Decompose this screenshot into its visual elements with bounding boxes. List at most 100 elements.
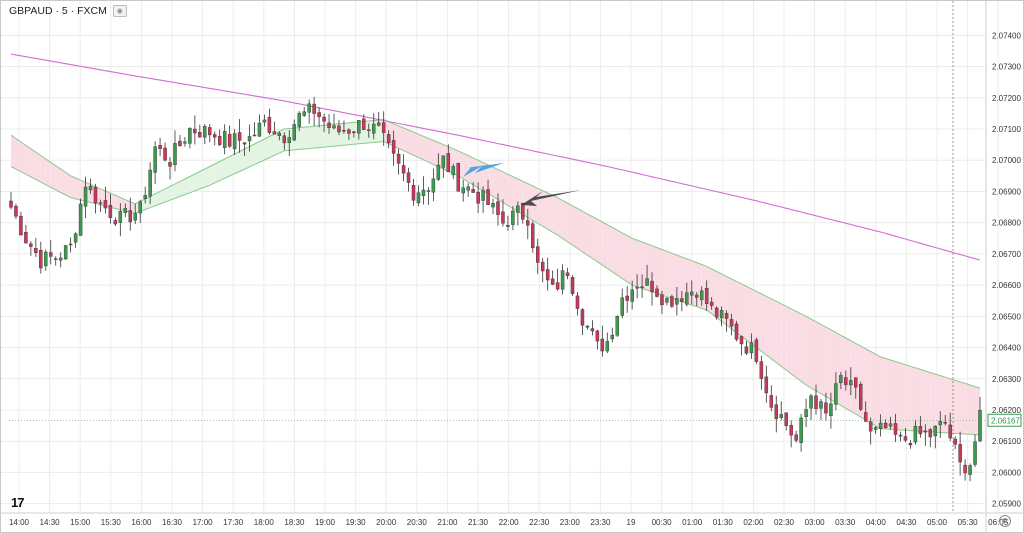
candle[interactable] <box>357 120 361 140</box>
candle[interactable] <box>789 420 793 448</box>
candle[interactable] <box>247 124 252 152</box>
candle[interactable] <box>550 270 555 286</box>
candle[interactable] <box>128 197 133 231</box>
candle[interactable] <box>367 123 371 138</box>
candle[interactable] <box>948 412 952 442</box>
candle[interactable] <box>734 320 739 342</box>
candles[interactable] <box>9 96 982 482</box>
candle[interactable] <box>973 434 977 468</box>
candle[interactable] <box>744 340 749 355</box>
candle[interactable] <box>73 232 78 248</box>
eye-icon[interactable]: ◉ <box>112 5 127 17</box>
candle[interactable] <box>362 114 366 131</box>
candle[interactable] <box>277 131 282 141</box>
candle[interactable] <box>441 155 446 178</box>
candle[interactable] <box>913 419 918 445</box>
candle[interactable] <box>794 430 798 443</box>
candle[interactable] <box>968 463 972 482</box>
candle[interactable] <box>759 355 764 390</box>
candle[interactable] <box>307 99 311 124</box>
candle[interactable] <box>158 137 162 157</box>
candle[interactable] <box>342 120 346 135</box>
candle[interactable] <box>193 115 197 145</box>
candle[interactable] <box>486 179 490 205</box>
candle[interactable] <box>978 396 982 443</box>
candle[interactable] <box>570 274 575 296</box>
candle[interactable] <box>883 419 888 429</box>
candle[interactable] <box>386 130 391 149</box>
candle[interactable] <box>242 142 247 156</box>
candle[interactable] <box>78 198 83 236</box>
candle[interactable] <box>645 264 649 286</box>
candle[interactable] <box>83 176 88 219</box>
candle[interactable] <box>188 127 192 149</box>
candle[interactable] <box>212 131 217 146</box>
candle[interactable] <box>620 288 624 319</box>
candle[interactable] <box>918 416 923 438</box>
candle[interactable] <box>123 203 128 218</box>
candle[interactable] <box>933 425 938 449</box>
candle[interactable] <box>729 313 734 336</box>
gear-icon[interactable]: ⚙ <box>999 515 1011 527</box>
candle[interactable] <box>516 201 520 226</box>
candle[interactable] <box>118 203 123 237</box>
candle[interactable] <box>685 282 689 307</box>
candle[interactable] <box>824 392 828 421</box>
candle[interactable] <box>695 292 699 307</box>
candle[interactable] <box>888 416 893 430</box>
candle[interactable] <box>680 291 684 312</box>
candle[interactable] <box>675 286 679 316</box>
candle[interactable] <box>322 113 326 133</box>
candle[interactable] <box>237 118 242 153</box>
candle[interactable] <box>903 427 908 443</box>
candle[interactable] <box>24 224 28 244</box>
candle[interactable] <box>893 413 898 443</box>
candle[interactable] <box>858 381 863 412</box>
candle[interactable] <box>690 280 694 305</box>
candle[interactable] <box>93 183 98 214</box>
candle[interactable] <box>168 157 172 180</box>
candle[interactable] <box>178 134 182 147</box>
candle[interactable] <box>148 162 152 205</box>
candle[interactable] <box>133 203 137 225</box>
candle[interactable] <box>287 130 292 156</box>
candle[interactable] <box>575 291 580 316</box>
candle[interactable] <box>396 148 401 175</box>
candle[interactable] <box>337 119 341 136</box>
candle[interactable] <box>461 179 465 202</box>
candle[interactable] <box>183 136 187 147</box>
candle[interactable] <box>282 132 287 150</box>
candle[interactable] <box>585 325 590 330</box>
candle[interactable] <box>511 206 515 231</box>
candle[interactable] <box>635 274 639 299</box>
candle[interactable] <box>501 199 505 227</box>
candle[interactable] <box>650 272 654 306</box>
candle[interactable] <box>352 130 356 138</box>
candle[interactable] <box>590 320 595 336</box>
candle[interactable] <box>39 241 43 274</box>
candle[interactable] <box>565 267 570 280</box>
candle[interactable] <box>103 187 108 214</box>
candle[interactable] <box>327 114 331 134</box>
candle[interactable] <box>49 239 53 265</box>
candle[interactable] <box>108 194 113 224</box>
candle[interactable] <box>262 114 267 127</box>
candle[interactable] <box>878 414 883 437</box>
candle[interactable] <box>953 436 957 450</box>
candle[interactable] <box>506 215 510 231</box>
candle[interactable] <box>9 191 13 210</box>
candle[interactable] <box>655 285 659 298</box>
candle[interactable] <box>849 367 853 396</box>
candle[interactable] <box>163 142 167 162</box>
candle[interactable] <box>411 178 416 206</box>
candle[interactable] <box>138 199 142 223</box>
candle[interactable] <box>332 113 336 130</box>
candle[interactable] <box>764 365 769 403</box>
candle[interactable] <box>600 325 605 357</box>
candle[interactable] <box>605 332 610 354</box>
candle[interactable] <box>456 162 460 192</box>
candle[interactable] <box>819 398 823 421</box>
candle[interactable] <box>376 111 381 127</box>
candle[interactable] <box>709 297 714 310</box>
candle[interactable] <box>660 290 664 315</box>
